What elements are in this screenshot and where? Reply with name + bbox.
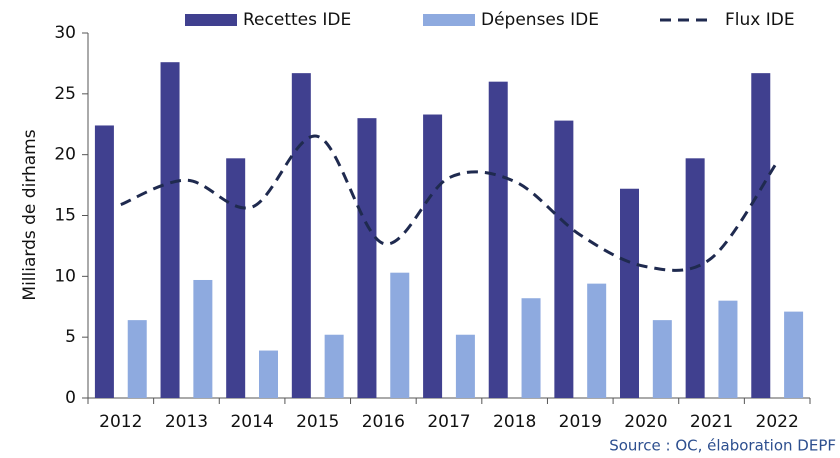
x-tick-label: 2012 — [99, 412, 142, 432]
bar — [620, 188, 639, 398]
bar — [160, 62, 180, 398]
bar — [357, 118, 377, 399]
bar — [390, 272, 410, 398]
bar — [127, 320, 147, 398]
bar — [652, 320, 672, 398]
bar — [193, 279, 213, 398]
legend-label: Dépenses IDE — [481, 10, 599, 30]
y-tick-label: 0 — [65, 388, 76, 408]
x-tick-label: 2013 — [165, 412, 208, 432]
bar — [455, 334, 475, 398]
bar — [423, 114, 443, 399]
y-tick-label: 25 — [54, 84, 76, 104]
bar — [94, 125, 114, 398]
legend-swatch — [185, 14, 237, 26]
x-tick-label: 2018 — [493, 412, 536, 432]
source: Source : OC, élaboration DEPF — [609, 437, 836, 455]
bar — [718, 300, 738, 398]
x-tick-label: 2014 — [230, 412, 273, 432]
bar — [488, 81, 508, 399]
legend-swatch — [423, 14, 475, 26]
y-tick-label: 10 — [54, 266, 76, 286]
bar — [751, 73, 771, 399]
bar — [521, 298, 541, 398]
legend-label: Flux IDE — [725, 10, 795, 30]
x-tick-label: 2017 — [427, 412, 470, 432]
bar — [784, 311, 804, 398]
x-tick-label: 2021 — [690, 412, 733, 432]
bar — [324, 334, 344, 398]
x-tick-label: 2020 — [624, 412, 667, 432]
bar — [226, 158, 246, 398]
y-tick-label: 5 — [65, 327, 76, 347]
x-tick-label: 2015 — [296, 412, 339, 432]
x-tick-label: 2022 — [756, 412, 799, 432]
y-tick-label: 15 — [54, 206, 76, 226]
bar — [554, 120, 574, 398]
y-tick-label: 30 — [54, 23, 76, 43]
bar — [587, 283, 607, 398]
bar — [259, 350, 278, 398]
y-axis-label: Milliards de dirhams — [20, 129, 40, 300]
line — [120, 134, 779, 272]
y-tick-label: 20 — [54, 145, 76, 165]
bar — [685, 158, 705, 398]
bar — [291, 73, 311, 399]
x-tick-label: 2019 — [559, 412, 602, 432]
x-tick-label: 2016 — [362, 412, 405, 432]
legend-label: Recettes IDE — [243, 10, 351, 30]
